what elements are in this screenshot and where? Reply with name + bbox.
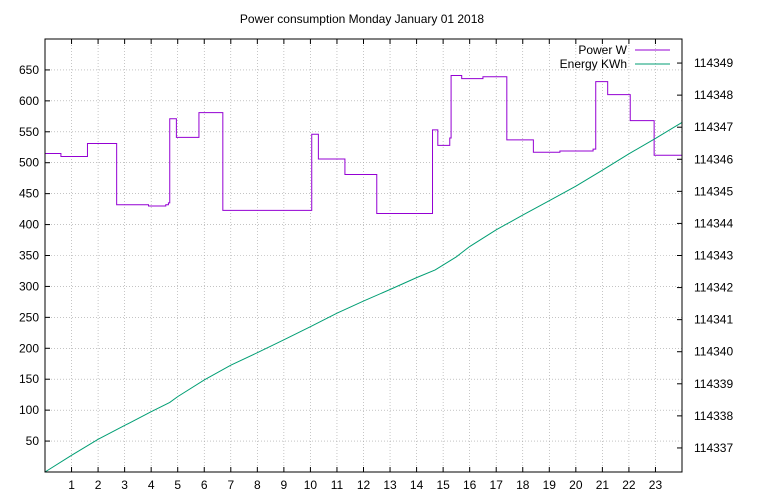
- chart-title: Power consumption Monday January 01 2018: [240, 12, 484, 26]
- x-tick-label: 20: [569, 478, 583, 492]
- y2-tick-label: 114345: [694, 184, 733, 198]
- x-tick-label: 10: [304, 478, 318, 492]
- y2-tick-label: 114347: [694, 120, 733, 134]
- x-tick-label: 15: [436, 478, 450, 492]
- y2-tick-label: 114346: [694, 152, 733, 166]
- y-tick-label: 650: [19, 63, 39, 77]
- x-tick-label: 5: [174, 478, 181, 492]
- legend: Power W Energy KWh: [560, 43, 670, 71]
- y-tick-label: 350: [19, 249, 39, 263]
- x-tick-label: 4: [148, 478, 155, 492]
- x-tick-label: 13: [383, 478, 397, 492]
- axes: 1 2 3 4 5 6 7 8 9 10 11 12 13 14 15 16 17 18 19 20 21 22 23501…: [19, 39, 733, 492]
- y2-tick-label: 114343: [694, 249, 733, 263]
- y2-tick-label: 114338: [694, 409, 733, 423]
- x-tick-label: 11: [331, 478, 344, 492]
- grid: [45, 39, 682, 472]
- x-tick-label: 3: [121, 478, 128, 492]
- y2-tick-label: 114349: [694, 56, 733, 70]
- x-tick-label: 22: [622, 478, 636, 492]
- x-tick-label: 12: [357, 478, 371, 492]
- y-tick-label: 600: [19, 94, 39, 108]
- x-tick-label: 14: [410, 478, 424, 492]
- y2-tick-label: 114339: [694, 377, 733, 391]
- x-tick-label: 6: [201, 478, 208, 492]
- legend-label-power: Power W: [578, 43, 627, 57]
- x-tick-label: 2: [95, 478, 102, 492]
- series-line-energy: [44, 121, 683, 473]
- series-line-power: [45, 75, 683, 214]
- y-tick-label: 50: [26, 434, 40, 448]
- y-tick-label: 250: [19, 310, 39, 324]
- y2-tick-label: 114341: [694, 313, 733, 327]
- y2-tick-label: 114340: [694, 345, 733, 359]
- y2-tick-label: 114342: [694, 281, 733, 295]
- x-tick-label: 16: [463, 478, 477, 492]
- series-layer: [44, 75, 683, 473]
- x-tick-label: 7: [227, 478, 234, 492]
- y2-tick-label: 114337: [694, 441, 733, 455]
- x-tick-label: 23: [649, 478, 663, 492]
- y-tick-label: 450: [19, 187, 39, 201]
- x-tick-label: 17: [490, 478, 504, 492]
- y-tick-label: 150: [19, 372, 39, 386]
- x-tick-label: 21: [596, 478, 610, 492]
- y-tick-label: 400: [19, 218, 39, 232]
- legend-label-energy: Energy KWh: [560, 57, 627, 71]
- x-tick-label: 18: [516, 478, 530, 492]
- y-tick-label: 200: [19, 341, 39, 355]
- x-tick-label: 19: [543, 478, 557, 492]
- y-tick-label: 550: [19, 125, 39, 139]
- x-tick-label: 1: [68, 478, 75, 492]
- y-tick-label: 100: [19, 403, 39, 417]
- y2-tick-label: 114344: [694, 216, 733, 230]
- y2-tick-label: 114348: [694, 88, 733, 102]
- y-tick-label: 500: [19, 156, 39, 170]
- y-tick-label: 300: [19, 279, 39, 293]
- x-tick-label: 9: [281, 478, 288, 492]
- x-tick-label: 8: [254, 478, 261, 492]
